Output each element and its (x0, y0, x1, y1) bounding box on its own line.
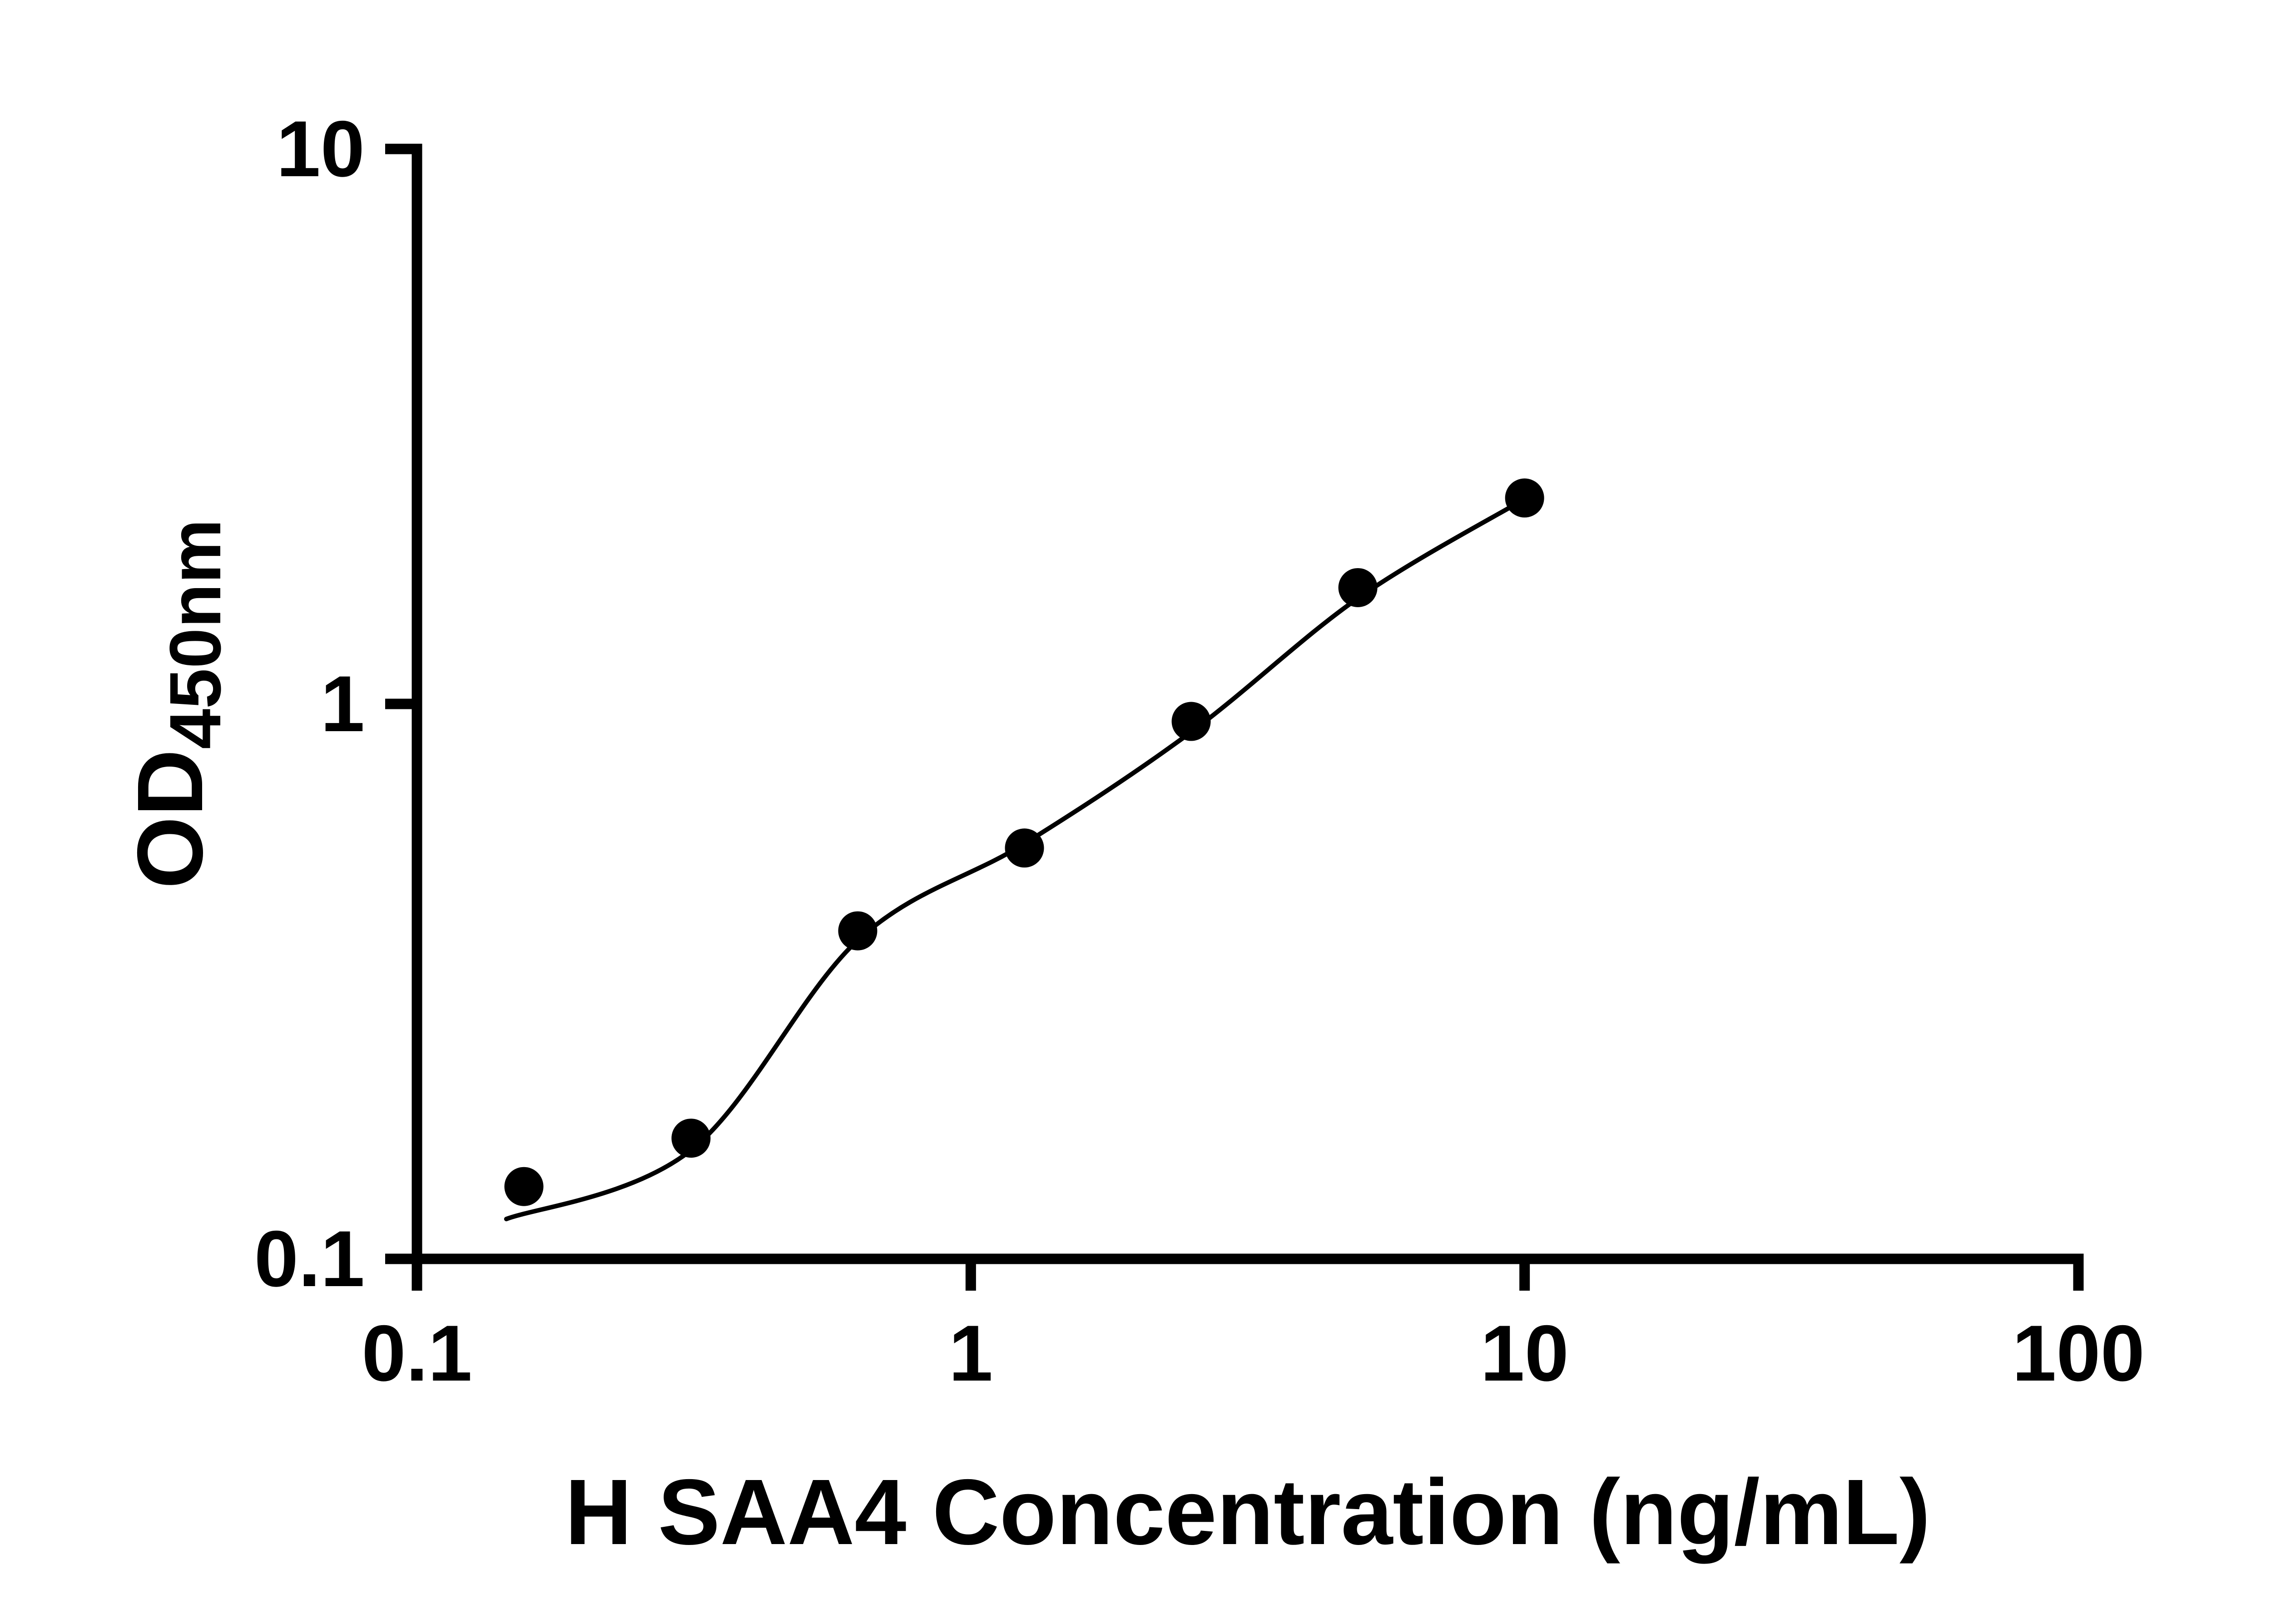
data-point (838, 911, 878, 951)
data-point (504, 1167, 544, 1206)
y-tick-label: 0.1 (254, 1215, 365, 1303)
x-tick-label: 100 (2012, 1309, 2145, 1398)
axes-layer: 0.1 1 10 100 0.1 1 10 (254, 105, 2145, 1398)
data-point (1505, 478, 1544, 518)
y-axis-title-main: OD (118, 749, 222, 889)
y-axis-title: OD450nm (118, 519, 236, 889)
x-tick-label: 1 (949, 1309, 993, 1398)
plot-layer (504, 478, 1544, 1222)
y-axis-title-subscript: 450nm (154, 519, 236, 749)
data-point (1171, 702, 1211, 741)
y-tick-label: 1 (321, 660, 365, 748)
y-tick-label: 10 (276, 105, 365, 193)
axis-line (412, 144, 2084, 1264)
x-axis-title: H SAA4 Concentration (ng/mL) (565, 1460, 1931, 1564)
data-point (671, 1119, 711, 1158)
x-tick-label: 10 (1480, 1309, 1569, 1398)
data-point (1005, 828, 1044, 868)
x-tick-label: 0.1 (362, 1309, 472, 1398)
data-point (1338, 568, 1378, 607)
